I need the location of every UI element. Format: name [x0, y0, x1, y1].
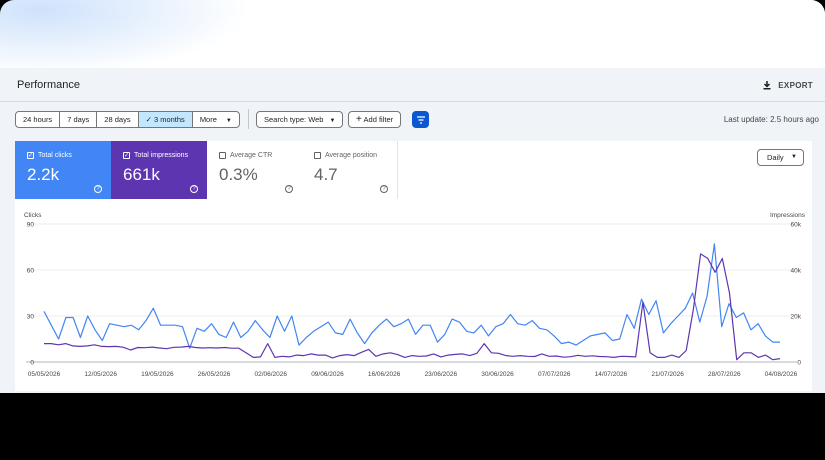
checkbox-unchecked-icon[interactable]	[314, 152, 321, 159]
plus-icon: +	[356, 114, 362, 125]
check-icon: ✓	[145, 115, 154, 124]
export-label: EXPORT	[778, 80, 813, 90]
metric-total-clicks[interactable]: ✓ Total clicks 2.2k ?	[15, 141, 111, 199]
download-icon	[763, 81, 771, 90]
metric-value: 661k	[123, 165, 160, 184]
x-tick-label: 21/07/2026	[651, 371, 684, 378]
metric-label: Average position	[325, 152, 378, 159]
range-7-days[interactable]: 7 days	[60, 112, 98, 127]
header-divider	[0, 101, 825, 102]
metric-label: Average CTR	[230, 152, 273, 159]
range-more[interactable]: More ▼	[199, 115, 232, 124]
metric-label: Total clicks	[38, 152, 72, 159]
x-tick-label: 19/05/2026	[141, 371, 174, 378]
x-tick-label: 30/06/2026	[481, 371, 514, 378]
x-tick-label: 05/05/2026	[28, 371, 61, 378]
right-tick-label: 40k	[791, 268, 802, 275]
left-axis-label: Clicks	[24, 212, 42, 219]
metric-value: 2.2k	[27, 165, 60, 184]
x-tick-label: 07/07/2026	[538, 371, 571, 378]
metric-total-impressions[interactable]: ✓ Total impressions 661k ?	[111, 141, 207, 199]
caret-down-icon: ▼	[225, 118, 232, 124]
metric-average-position[interactable]: Average position 4.7 ?	[302, 141, 398, 199]
x-tick-label: 23/06/2026	[425, 371, 458, 378]
checkbox-checked-icon[interactable]: ✓	[123, 152, 130, 159]
metric-value: 0.3%	[219, 165, 258, 184]
right-tick-label: 0	[797, 360, 801, 367]
right-axis-label: Impressions	[770, 212, 806, 219]
last-update-text: Last update: 2.5 hours ago	[723, 115, 819, 124]
top-background	[0, 0, 825, 68]
checkbox-checked-icon[interactable]: ✓	[27, 152, 34, 159]
range-28-days[interactable]: 28 days	[97, 112, 139, 127]
date-range-selector: 24 hours 7 days 28 days ✓ 3 months More ▼	[15, 111, 240, 128]
x-tick-label: 14/07/2026	[595, 371, 628, 378]
metric-value: 4.7	[314, 165, 338, 184]
left-tick-label: 30	[27, 314, 35, 321]
x-tick-label: 02/06/2026	[254, 371, 287, 378]
left-tick-label: 60	[27, 268, 35, 275]
filter-settings-button[interactable]	[412, 111, 429, 128]
x-tick-label: 26/05/2026	[198, 371, 231, 378]
metric-average-ctr[interactable]: Average CTR 0.3% ?	[207, 141, 303, 199]
left-tick-label: 0	[30, 360, 34, 367]
right-tick-label: 20k	[791, 314, 802, 321]
x-tick-label: 09/06/2026	[311, 371, 344, 378]
x-tick-label: 04/08/2026	[765, 371, 798, 378]
performance-chart: 90 60k 60 40k 30 20k 0 0 Clicks Impressions 05/05/…	[24, 212, 806, 378]
bottom-bar	[0, 393, 825, 460]
series-line-impressions	[44, 253, 781, 361]
range-24-hours[interactable]: 24 hours	[16, 112, 61, 127]
left-tick-label: 90	[27, 222, 35, 229]
help-icon[interactable]: ?	[285, 185, 293, 193]
range-3-months[interactable]: ✓ 3 months	[138, 112, 193, 127]
help-icon[interactable]: ?	[380, 185, 388, 193]
toolbar-separator	[248, 109, 249, 129]
metric-label: Total impressions	[134, 152, 189, 159]
x-tick-label: 16/06/2026	[368, 371, 401, 378]
checkbox-unchecked-icon[interactable]	[219, 152, 226, 159]
help-icon[interactable]: ?	[190, 185, 198, 193]
filter-icon	[416, 115, 425, 124]
right-tick-label: 60k	[791, 222, 802, 229]
add-filter-button[interactable]: + Add filter	[348, 111, 402, 128]
caret-down-icon: ▼	[791, 154, 797, 160]
export-button[interactable]: EXPORT	[762, 80, 813, 90]
caret-down-icon: ▼	[329, 118, 336, 124]
page-title: Performance	[17, 79, 80, 91]
series-line-clicks	[43, 243, 780, 349]
x-tick-label: 12/05/2026	[84, 371, 117, 378]
help-icon[interactable]: ?	[94, 185, 102, 193]
search-type-dropdown[interactable]: Search type: Web ▼	[256, 111, 344, 128]
x-tick-label: 28/07/2026	[708, 371, 741, 378]
granularity-dropdown[interactable]: Daily ▼	[757, 149, 804, 166]
